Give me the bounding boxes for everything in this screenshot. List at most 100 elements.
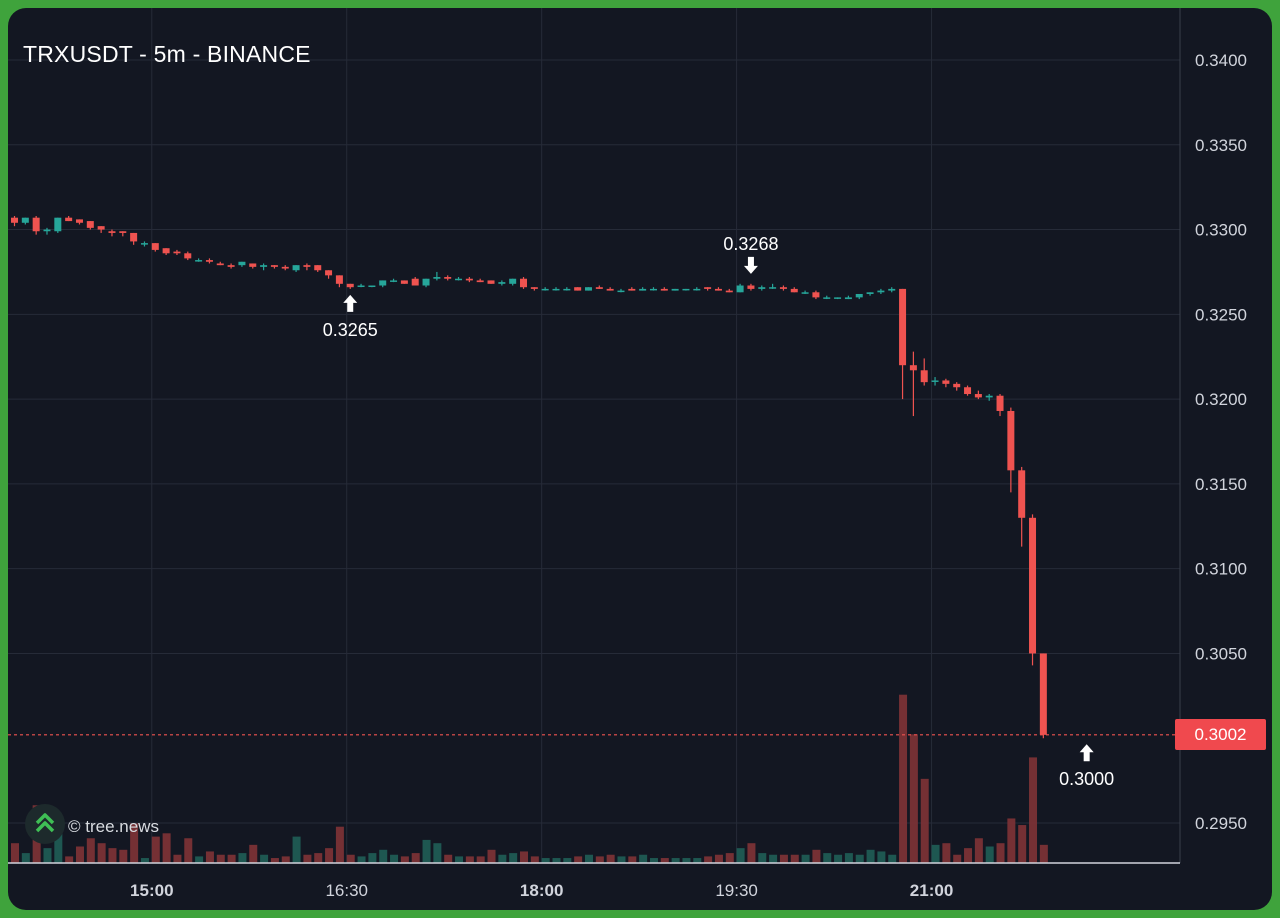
volume-bar xyxy=(498,854,507,863)
candle-body xyxy=(942,380,950,384)
candle-body xyxy=(1039,653,1047,735)
candle-body xyxy=(790,288,798,293)
volume-bar xyxy=(97,843,106,863)
volume-bar xyxy=(725,853,734,863)
candle-body xyxy=(281,266,289,269)
volume-bar xyxy=(303,854,312,863)
volume-bar xyxy=(411,853,420,863)
volume-bar xyxy=(660,858,669,863)
volume-bar xyxy=(400,856,409,863)
candle-body xyxy=(974,394,982,398)
candle-body xyxy=(455,278,463,281)
volume-bar xyxy=(682,858,691,863)
candle-body xyxy=(238,261,246,266)
volume-bar xyxy=(996,843,1005,863)
candle-body xyxy=(574,287,582,291)
y-tick-label: 0.3300 xyxy=(1195,221,1247,240)
volume-bar xyxy=(909,734,918,863)
volume-bar xyxy=(574,856,583,863)
volume-bar xyxy=(54,826,63,863)
candle-body xyxy=(682,288,690,291)
volume-bar xyxy=(270,858,279,863)
y-tick-label: 0.3050 xyxy=(1195,644,1247,663)
y-tick-label: 0.3150 xyxy=(1195,475,1247,494)
volume-bar xyxy=(455,856,464,863)
volume-bar xyxy=(108,848,117,863)
arrow-up-icon xyxy=(1079,744,1094,762)
volume-bar xyxy=(584,854,593,863)
candle-body xyxy=(411,278,419,286)
volume-bar xyxy=(779,854,788,863)
volume-bar xyxy=(920,778,929,863)
volume-bar xyxy=(444,854,453,863)
candle-body xyxy=(888,288,896,291)
volume-bar xyxy=(325,848,334,863)
candle-body xyxy=(909,365,917,371)
volume-bar xyxy=(281,856,290,863)
volume-bar xyxy=(368,853,377,863)
last-price-badge: 0.3002 xyxy=(1175,719,1266,750)
y-tick-label: 0.3100 xyxy=(1195,560,1247,579)
volume-bar xyxy=(379,849,388,863)
candle-body xyxy=(422,278,430,286)
volume-bar xyxy=(844,853,853,863)
volume-bar xyxy=(790,854,799,863)
volume-bar xyxy=(769,854,778,863)
axes: 0.3400 0.3350 0.3300 0.3250 0.3200 0.3150 0.31… xyxy=(8,8,1247,900)
x-tick-label: 16:30 xyxy=(325,881,368,900)
candle-body xyxy=(21,217,29,223)
volume-bar xyxy=(704,856,713,863)
volume-bar xyxy=(855,854,864,863)
volume-bar xyxy=(216,854,225,863)
volume-bar xyxy=(86,838,95,863)
candle-body xyxy=(335,275,343,284)
volume-bar xyxy=(953,854,962,863)
candle-body xyxy=(216,263,224,266)
candle-body xyxy=(303,265,311,267)
volume-bar xyxy=(866,849,875,863)
volume-bar xyxy=(736,848,745,863)
candle-body xyxy=(130,232,138,242)
volume-bar xyxy=(509,853,518,863)
volume-bar xyxy=(964,848,973,863)
candle-body xyxy=(855,293,863,298)
candle-body xyxy=(552,288,560,291)
volume-bar xyxy=(758,853,767,863)
candle-body xyxy=(260,265,268,267)
candle-body xyxy=(931,380,939,382)
volume-bar xyxy=(563,858,572,863)
volume-bar xyxy=(260,854,269,863)
candle-body xyxy=(151,243,159,250)
annotation-label: 0.3000 xyxy=(1059,769,1114,789)
volume-bar xyxy=(942,843,951,863)
volume-bar xyxy=(43,848,52,863)
candle-body xyxy=(953,383,961,388)
volume-bar xyxy=(639,854,648,863)
candle-body xyxy=(693,288,701,291)
candle-body xyxy=(498,282,506,284)
candle-body xyxy=(346,283,354,288)
volume-bar xyxy=(249,844,258,863)
candle-body xyxy=(747,285,755,289)
candle-body xyxy=(32,217,40,232)
candle-body xyxy=(43,229,51,232)
volume-bar xyxy=(151,836,160,863)
candle-body xyxy=(292,265,300,271)
candle-body xyxy=(97,226,105,230)
x-tick-label: 21:00 xyxy=(910,881,953,900)
y-tick-label: 0.3200 xyxy=(1195,390,1247,409)
candle-body xyxy=(704,287,712,289)
volume-bar xyxy=(606,854,615,863)
volume-bar xyxy=(357,856,366,863)
candle-body xyxy=(520,278,528,288)
volume-bar xyxy=(1018,825,1027,863)
candle-body xyxy=(65,217,73,222)
volume-bar xyxy=(823,853,832,863)
candle-body xyxy=(769,287,777,289)
x-tick-label: 18:00 xyxy=(520,881,563,900)
candlestick-chart[interactable]: 0.3400 0.3350 0.3300 0.3250 0.3200 0.3150 0.31… xyxy=(8,8,1272,910)
candle-body xyxy=(379,280,387,286)
volume-bar xyxy=(877,851,886,863)
volume-bar xyxy=(292,836,301,863)
x-tick-label: 15:00 xyxy=(130,881,173,900)
